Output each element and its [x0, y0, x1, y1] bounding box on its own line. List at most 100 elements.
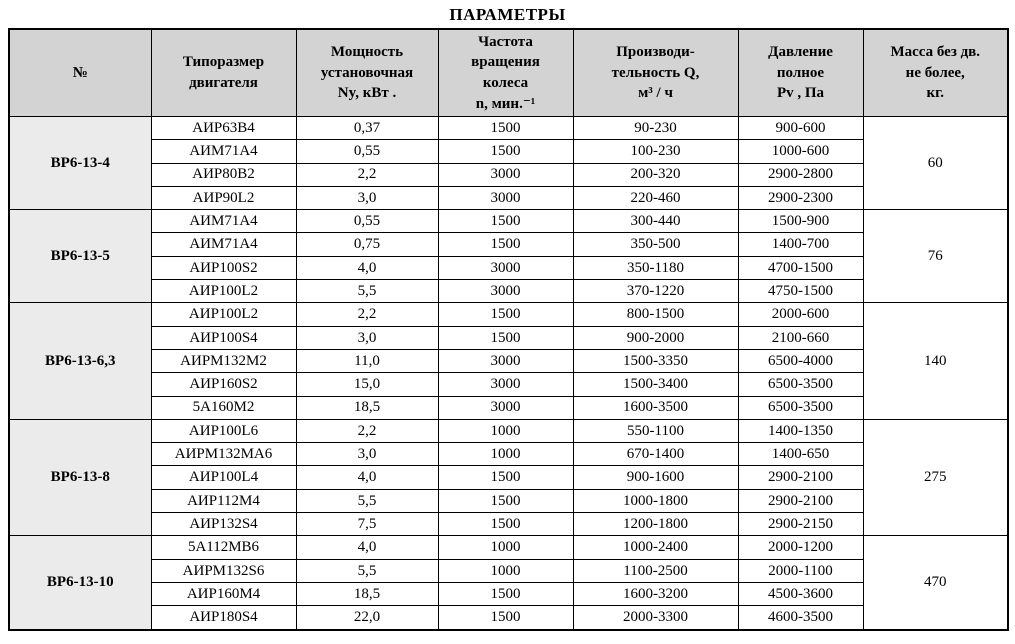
- table-row: АИР132S4 7,5 1500 1200-1800 2900-2150: [9, 512, 1008, 537]
- power-cell: 4,0: [295, 465, 439, 490]
- speed-cell: 3000: [437, 348, 574, 374]
- parameters-table: № Типоразмер двигателя Мощность установочн…: [8, 28, 1009, 631]
- speed-cell: 1000: [437, 535, 574, 560]
- capacity-cell: 1500-3350: [572, 348, 739, 374]
- table-row: ВР6-13-4 АИР63В4 0,37 1500 90-230 900-600 60: [8, 115, 1009, 211]
- pressure-cell: 4500-3600: [737, 581, 864, 607]
- power-cell: 4,0: [295, 535, 439, 560]
- speed-cell: 1500: [437, 465, 574, 490]
- motor-cell: АИР100L6: [150, 418, 297, 444]
- motor-cell: АИР90L2: [150, 185, 297, 211]
- power-cell: 3,0: [295, 325, 439, 350]
- motor-cell: АИР112М4: [150, 488, 297, 514]
- column-header-num: №: [8, 28, 152, 117]
- motor-cell: 5А112МВ6: [150, 535, 297, 560]
- table-body: ВР6-13-4 АИР63В4 0,37 1500 90-230 900-600 60 АИ…: [8, 115, 1009, 631]
- capacity-cell: 220-460: [572, 185, 739, 211]
- capacity-cell: 900-2000: [572, 325, 739, 350]
- pressure-cell: 1500-900: [737, 209, 864, 234]
- pressure-cell: 2000-1100: [737, 558, 864, 583]
- capacity-cell: 1600-3200: [572, 581, 739, 607]
- power-cell: 3,0: [295, 185, 439, 211]
- pressure-cell: 6500-3500: [737, 395, 864, 420]
- power-cell: 2,2: [295, 162, 439, 187]
- table-row: АИР112М4 5,5 1500 1000-1800 2900-2100: [9, 488, 1008, 514]
- capacity-cell: 1100-2500: [572, 558, 739, 583]
- table-row: 5А160М2 18,5 3000 1600-3500 6500-3500: [9, 395, 1008, 420]
- capacity-cell: 550-1100: [572, 418, 739, 444]
- capacity-cell: 900-1600: [572, 465, 739, 490]
- power-cell: 0,37: [295, 115, 439, 141]
- motor-cell: АИР160М4: [150, 581, 297, 607]
- capacity-cell: 370-1220: [572, 279, 739, 304]
- column-header-motor: Типоразмер двигателя: [150, 28, 297, 117]
- speed-cell: 3000: [437, 185, 574, 211]
- mass-value: 140: [862, 302, 1009, 420]
- motor-cell: АИМ71А4: [150, 139, 297, 164]
- capacity-cell: 90-230: [572, 115, 739, 141]
- table-row: АИР100L2 5,5 3000 370-1220 4750-1500: [9, 279, 1008, 304]
- power-cell: 3,0: [295, 442, 439, 467]
- capacity-cell: 100-230: [572, 139, 739, 164]
- table-row: АИРМ132М2 11,0 3000 1500-3350 6500-4000: [9, 348, 1008, 374]
- column-header-mass: Масса без дв. не более, кг.: [862, 28, 1009, 117]
- speed-cell: 1500: [437, 302, 574, 327]
- motor-cell: АИР100L4: [150, 465, 297, 490]
- pressure-cell: 6500-3500: [737, 372, 864, 397]
- motor-cell: АИР100S2: [150, 255, 297, 281]
- motor-cell: АИРМ132МА6: [150, 442, 297, 467]
- column-header-speed: Частота вращения колеса n, мин.⁻¹: [437, 28, 574, 117]
- capacity-cell: 1000-1800: [572, 488, 739, 514]
- motor-cell: АИР180S4: [150, 605, 297, 631]
- power-cell: 5,5: [295, 279, 439, 304]
- power-cell: 15,0: [295, 372, 439, 397]
- table-row: АИР180S4 22,0 1500 2000-3300 4600-3500: [9, 605, 1008, 631]
- speed-cell: 3000: [437, 162, 574, 187]
- capacity-cell: 300-440: [572, 209, 739, 234]
- pressure-cell: 2000-1200: [737, 535, 864, 560]
- capacity-cell: 200-320: [572, 162, 739, 187]
- column-header-power: Мощность установочная Ny, кВт .: [295, 28, 439, 117]
- power-cell: 0,75: [295, 232, 439, 257]
- speed-cell: 3000: [437, 255, 574, 281]
- page-title: ПАРАМЕТРЫ: [449, 5, 566, 24]
- motor-cell: АИРМ132S6: [150, 558, 297, 583]
- pressure-cell: 1400-700: [737, 232, 864, 257]
- speed-cell: 1000: [437, 442, 574, 467]
- capacity-cell: 350-500: [572, 232, 739, 257]
- motor-cell: 5А160М2: [150, 395, 297, 420]
- table-header: № Типоразмер двигателя Мощность установочн…: [8, 28, 1009, 117]
- power-cell: 22,0: [295, 605, 439, 631]
- capacity-cell: 2000-3300: [572, 605, 739, 631]
- speed-cell: 1500: [437, 488, 574, 514]
- table-row: ВР6-13-8 АИР100L6 2,2 1000 550-1100 1400-1350…: [8, 418, 1009, 537]
- mass-value: 275: [862, 418, 1009, 537]
- capacity-cell: 1000-2400: [572, 535, 739, 560]
- speed-cell: 3000: [437, 372, 574, 397]
- pressure-cell: 6500-4000: [737, 348, 864, 374]
- pressure-cell: 2900-2100: [737, 488, 864, 514]
- power-cell: 5,5: [295, 558, 439, 583]
- table-row: АИР90L2 3,0 3000 220-460 2900-2300: [9, 185, 1008, 211]
- pressure-cell: 4600-3500: [737, 605, 864, 631]
- table-row: АИР160М4 18,5 1500 1600-3200 4500-3600: [9, 581, 1008, 607]
- motor-cell: АИР80В2: [150, 162, 297, 187]
- capacity-cell: 670-1400: [572, 442, 739, 467]
- pressure-cell: 2000-600: [737, 302, 864, 327]
- header-row: № Типоразмер двигателя Мощность установочн…: [8, 28, 1009, 117]
- pressure-cell: 1400-1350: [737, 418, 864, 444]
- power-cell: 2,2: [295, 418, 439, 444]
- column-header-pressure: Давление полное Pv , Па: [737, 28, 864, 117]
- pressure-cell: 2100-660: [737, 325, 864, 350]
- motor-cell: АИРМ132М2: [150, 348, 297, 374]
- speed-cell: 3000: [437, 279, 574, 304]
- motor-cell: АИР100S4: [150, 325, 297, 350]
- pressure-cell: 2900-2100: [737, 465, 864, 490]
- power-cell: 11,0: [295, 348, 439, 374]
- table-row: АИР100S4 3,0 1500 900-2000 2100-660: [9, 325, 1008, 350]
- column-header-capacity: Производи- тельность Q, м³ / ч: [572, 28, 739, 117]
- speed-cell: 1500: [437, 581, 574, 607]
- capacity-cell: 1600-3500: [572, 395, 739, 420]
- motor-cell: АИР63В4: [150, 115, 297, 141]
